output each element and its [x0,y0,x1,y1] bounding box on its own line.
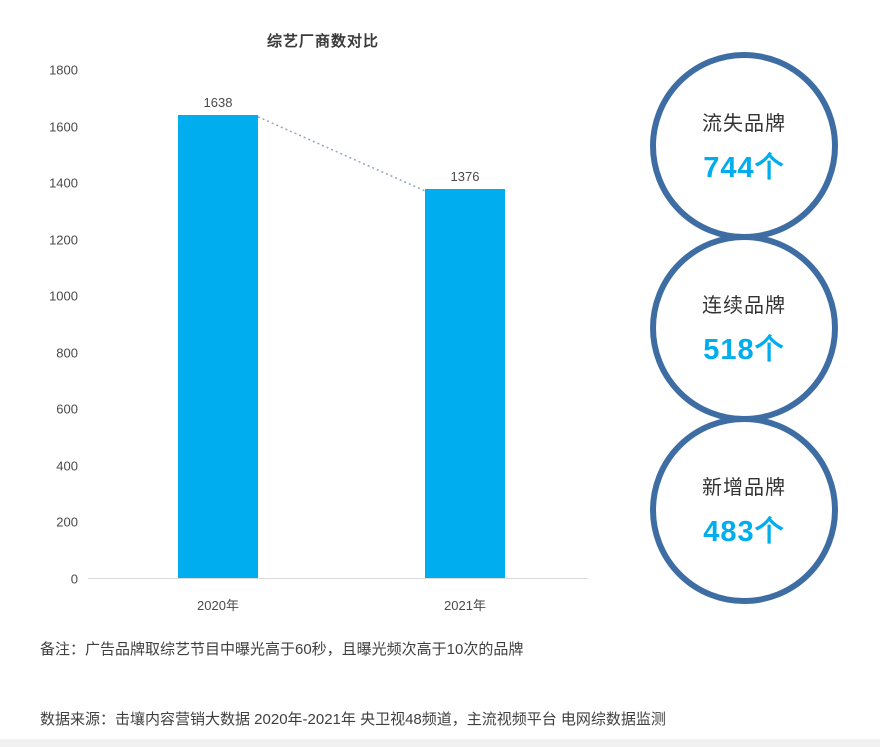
chart-bar [178,114,258,578]
stat-value: 744个 [703,151,785,184]
chart-bar [425,188,505,578]
x-axis: 2020年 2021年 [88,579,588,613]
stat-value: 518个 [703,333,785,366]
stat-circle-2: 连续品牌 518个 [650,234,838,422]
y-tick-label: 0 [70,571,78,587]
stat-label: 新增品牌 [702,476,786,499]
y-tick-label: 200 [56,514,78,530]
y-tick-label: 1800 [49,62,78,78]
y-tick-label: 1200 [49,232,78,248]
y-tick-label: 1400 [49,175,78,191]
y-tick-label: 1600 [49,119,78,135]
page-edge-strip [0,739,880,747]
x-tick-label: 2021年 [444,598,486,613]
x-tick-label: 2020年 [197,598,239,613]
stat-value: 483个 [703,515,785,548]
source-text: 数据来源：击壤内容营销大数据 2020年-2021年 央卫视48频道，主流视频平… [40,711,666,728]
stat-label: 连续品牌 [702,294,786,317]
stat-circle-1: 流失品牌 744个 [650,52,838,240]
trend-connector-line [257,116,426,192]
y-tick-label: 400 [56,458,78,474]
plot-area: 1638 1376 [88,70,588,579]
y-tick-label: 600 [56,401,78,417]
stat-label: 流失品牌 [702,112,786,135]
y-tick-label: 1000 [49,288,78,304]
y-tick-label: 800 [56,345,78,361]
bar-value-label: 1638 [203,94,233,110]
stat-circles: 流失品牌 744个连续品牌 518个新增品牌 483个 [650,52,842,604]
chart-title: 综艺厂商数对比 [266,33,379,50]
note-text: 备注：广告品牌取综艺节目中曝光高于60秒，且曝光频次高于10次的品牌 [40,641,524,658]
bar-value-label: 1376 [450,168,480,184]
stat-circle-3: 新增品牌 483个 [650,416,838,604]
y-axis: 0 200 400 600 800 1000 1200 1400 1600 1800 [30,63,78,587]
